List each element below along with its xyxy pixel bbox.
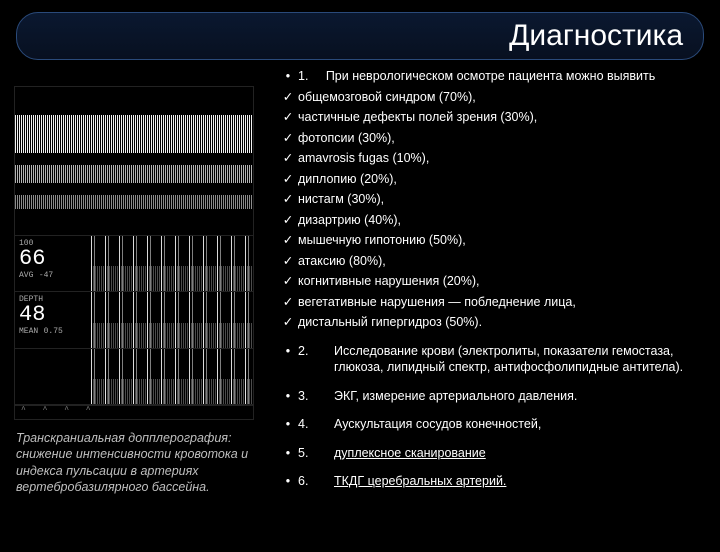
symptom-item: дизартрию (40%), [278,212,706,229]
content: 100 66 AVG -47 DEPTH 48 MEAN 0.75 [0,68,720,495]
bullet-icon [278,343,298,376]
readout-sub: MEAN [19,327,38,336]
trace [91,349,253,405]
check-icon [278,171,298,188]
symptom-item: общемозговой синдром (70%), [278,89,706,106]
right-column: 1. При неврологическом осмотре пациента … [262,68,706,495]
check-icon [278,109,298,126]
section-item: 2.Исследование крови (электролиты, показ… [278,343,706,376]
symptom-text: вегетативные нарушения — побледнение лиц… [298,294,706,311]
symptom-item: когнитивные нарушения (20%), [278,273,706,290]
symptom-item: дистальный гипергидроз (50%). [278,314,706,331]
section-text: дуплексное сканирование [334,445,706,462]
image-caption: Транскраниальная допплерография: снижени… [14,420,262,495]
symptom-text: дистальный гипергидроз (50%). [298,314,706,331]
section-text: ЭКГ, измерение артериального давления. [334,388,706,405]
check-icon [278,150,298,167]
check-icon [278,253,298,270]
title-bar: Диагностика [16,12,704,60]
bullet-icon [278,445,298,462]
symptom-item: amavrosis fugas (10%), [278,150,706,167]
left-column: 100 66 AVG -47 DEPTH 48 MEAN 0.75 [14,68,262,495]
section-1-lead: 1. При неврологическом осмотре пациента … [278,68,706,85]
bullet-icon [278,68,298,85]
readout-column: 100 66 AVG -47 DEPTH 48 MEAN 0.75 [15,236,91,405]
time-ruler: ^ ^ ^ ^ [14,406,254,420]
section-text: Аускультация сосудов конечностей, [334,416,706,433]
page-title: Диагностика [37,19,683,53]
section-item: 4.Аускультация сосудов конечностей, [278,416,706,433]
section-number: 1. [298,69,308,83]
symptom-text: диплопию (20%), [298,171,706,188]
bullet-icon [278,473,298,490]
numbered-sections: 2.Исследование крови (электролиты, показ… [278,343,706,490]
doppler-panel: 100 66 AVG -47 DEPTH 48 MEAN 0.75 [14,236,254,406]
readout-value: 48 [19,304,87,326]
symptom-text: когнитивные нарушения (20%), [298,273,706,290]
symptom-text: фотопсии (30%), [298,130,706,147]
section-text: ТКДГ церебральных артерий. [334,473,706,490]
sonogram [14,86,254,236]
symptom-text: нистагм (30%), [298,191,706,208]
readout-row [15,349,91,405]
doppler-traces [91,236,253,405]
symptom-item: атаксию (80%), [278,253,706,270]
symptom-text: дизартрию (40%), [298,212,706,229]
symptom-text: атаксию (80%), [298,253,706,270]
section-number: 4. [298,416,334,433]
symptom-text: мышечную гипотонию (50%), [298,232,706,249]
check-icon [278,314,298,331]
ultrasound-image: 100 66 AVG -47 DEPTH 48 MEAN 0.75 [14,86,254,420]
symptom-text: amavrosis fugas (10%), [298,150,706,167]
check-icon [278,191,298,208]
check-icon [278,232,298,249]
readout-sub: AVG [19,271,33,280]
section-item: 6.ТКДГ церебральных артерий. [278,473,706,490]
symptom-item: нистагм (30%), [278,191,706,208]
check-icon [278,294,298,311]
readout-sub: -47 [39,271,53,280]
trace [91,236,253,292]
symptom-list: общемозговой синдром (70%), частичные деф… [278,89,706,331]
symptom-item: мышечную гипотонию (50%), [278,232,706,249]
readout-row: 100 66 AVG -47 [15,236,91,292]
check-icon [278,273,298,290]
readout-row: DEPTH 48 MEAN 0.75 [15,292,91,348]
bullet-icon [278,416,298,433]
bullet-icon [278,388,298,405]
symptom-item: вегетативные нарушения — побледнение лиц… [278,294,706,311]
section-1-lead-text: 1. При неврологическом осмотре пациента … [298,68,706,85]
section-number: 3. [298,388,334,405]
section-lead: При неврологическом осмотре пациента мож… [326,69,655,83]
symptom-item: диплопию (20%), [278,171,706,188]
section-item: 5.дуплексное сканирование [278,445,706,462]
check-icon [278,89,298,106]
readout-sub: 0.75 [44,327,63,336]
readout-value: 66 [19,248,87,270]
section-text: Исследование крови (электролиты, показат… [334,343,706,376]
symptom-item: частичные дефекты полей зрения (30%), [278,109,706,126]
check-icon [278,130,298,147]
check-icon [278,212,298,229]
symptom-text: частичные дефекты полей зрения (30%), [298,109,706,126]
trace [91,292,253,348]
symptom-item: фотопсии (30%), [278,130,706,147]
section-number: 2. [298,343,334,376]
section-number: 5. [298,445,334,462]
section-number: 6. [298,473,334,490]
section-item: 3.ЭКГ, измерение артериального давления. [278,388,706,405]
symptom-text: общемозговой синдром (70%), [298,89,706,106]
